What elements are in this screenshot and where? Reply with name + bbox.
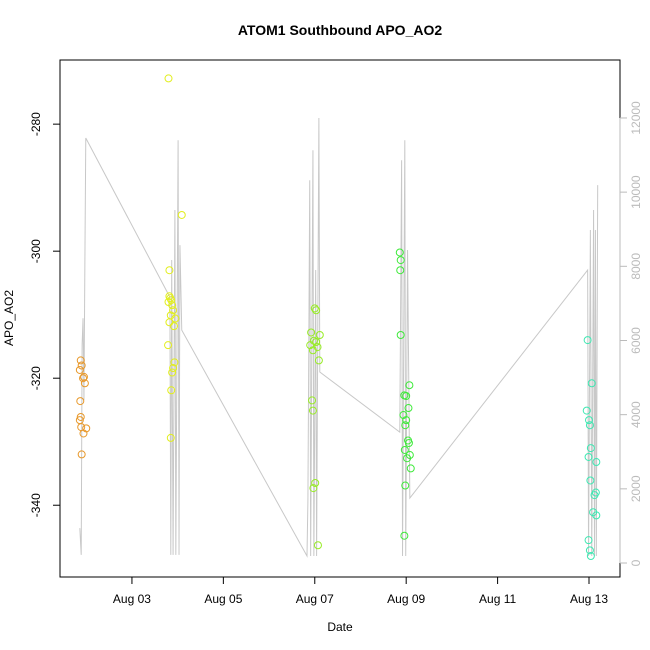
point bbox=[168, 301, 177, 310]
point bbox=[585, 546, 594, 555]
point bbox=[584, 452, 593, 461]
point bbox=[396, 266, 405, 275]
point bbox=[169, 306, 178, 315]
y-tick-label: -320 bbox=[29, 366, 43, 390]
y-tick-label: -280 bbox=[29, 112, 43, 136]
point bbox=[311, 479, 320, 487]
point bbox=[586, 444, 595, 453]
x-tick-label: Aug 11 bbox=[479, 592, 516, 606]
point bbox=[401, 421, 410, 430]
point bbox=[586, 476, 595, 485]
point bbox=[75, 365, 84, 374]
point bbox=[76, 412, 85, 421]
x-tick-label: Aug 13 bbox=[570, 592, 608, 606]
point bbox=[307, 328, 316, 337]
point bbox=[170, 358, 179, 367]
point bbox=[79, 372, 88, 381]
point bbox=[400, 531, 409, 540]
x-axis-label: Date bbox=[327, 620, 353, 634]
point bbox=[396, 331, 405, 340]
point bbox=[403, 454, 412, 463]
y2-tick-label: 10000 bbox=[629, 175, 643, 209]
point bbox=[583, 336, 592, 345]
y2-tick-label: 0 bbox=[629, 559, 643, 566]
point bbox=[396, 256, 405, 265]
point bbox=[592, 511, 601, 520]
point bbox=[584, 536, 593, 545]
x-tick-label: Aug 09 bbox=[387, 592, 425, 606]
point bbox=[308, 396, 317, 405]
point bbox=[169, 364, 178, 373]
y-tick-label: -340 bbox=[29, 493, 43, 517]
y2-tick-label: 12000 bbox=[629, 101, 643, 135]
y-axis-label: APO_AO2 bbox=[2, 290, 16, 346]
point bbox=[405, 381, 414, 390]
x-tick-label: Aug 03 bbox=[113, 592, 151, 606]
point bbox=[395, 248, 404, 257]
point bbox=[585, 416, 594, 425]
point bbox=[401, 481, 410, 490]
point bbox=[402, 416, 411, 425]
point bbox=[177, 210, 186, 219]
point bbox=[314, 356, 323, 365]
point bbox=[586, 552, 595, 561]
point bbox=[171, 314, 180, 323]
point bbox=[313, 541, 322, 550]
point bbox=[310, 304, 319, 313]
point bbox=[165, 266, 174, 275]
y2-tick-label: 4000 bbox=[629, 401, 643, 428]
point bbox=[312, 338, 321, 346]
point bbox=[79, 429, 88, 438]
point bbox=[590, 491, 599, 500]
point bbox=[308, 346, 317, 355]
point bbox=[404, 404, 413, 413]
line bbox=[79, 117, 599, 558]
point bbox=[167, 386, 176, 395]
point bbox=[76, 356, 85, 365]
point bbox=[77, 361, 86, 370]
point bbox=[582, 406, 591, 415]
point bbox=[80, 379, 89, 388]
point bbox=[77, 450, 86, 459]
point bbox=[315, 331, 324, 340]
y2-tick-label: 8000 bbox=[629, 253, 643, 280]
point bbox=[76, 397, 85, 406]
point bbox=[402, 391, 411, 400]
y-tick-label: -300 bbox=[29, 239, 43, 263]
chart-title: ATOM1 Southbound APO_AO2 bbox=[238, 22, 443, 38]
point bbox=[79, 374, 88, 383]
y2-tick-label: 2000 bbox=[629, 475, 643, 502]
point bbox=[168, 368, 177, 377]
point bbox=[400, 445, 409, 454]
point bbox=[169, 322, 178, 331]
point bbox=[587, 379, 596, 388]
point bbox=[309, 484, 318, 493]
x-tick-label: Aug 05 bbox=[204, 592, 242, 606]
point bbox=[406, 464, 415, 473]
point bbox=[166, 433, 175, 442]
point bbox=[308, 406, 317, 415]
point bbox=[404, 438, 413, 447]
point bbox=[164, 74, 173, 83]
y2-tick-label: 6000 bbox=[629, 327, 643, 354]
point bbox=[164, 341, 173, 350]
point bbox=[312, 306, 321, 315]
point bbox=[585, 421, 594, 430]
x-tick-label: Aug 07 bbox=[296, 592, 334, 606]
plot-frame bbox=[59, 59, 621, 578]
point bbox=[592, 458, 601, 467]
